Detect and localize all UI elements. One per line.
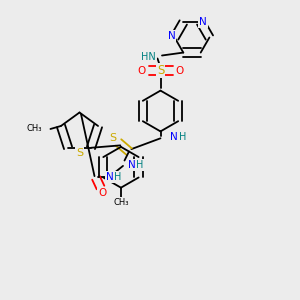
Text: N: N <box>168 31 176 41</box>
Text: O: O <box>176 65 184 76</box>
Text: S: S <box>76 148 83 158</box>
Text: S: S <box>109 133 116 143</box>
Text: N: N <box>128 160 136 170</box>
Text: N: N <box>169 132 177 142</box>
Text: O: O <box>137 65 146 76</box>
Text: H: H <box>114 172 121 182</box>
Text: HN: HN <box>141 52 156 62</box>
Text: N: N <box>199 17 207 27</box>
Text: H: H <box>136 160 143 170</box>
Text: S: S <box>157 64 164 77</box>
Text: N: N <box>106 172 113 182</box>
Text: CH₃: CH₃ <box>113 198 129 207</box>
Text: CH₃: CH₃ <box>27 124 42 134</box>
Text: H: H <box>178 132 186 142</box>
Text: O: O <box>98 188 106 198</box>
